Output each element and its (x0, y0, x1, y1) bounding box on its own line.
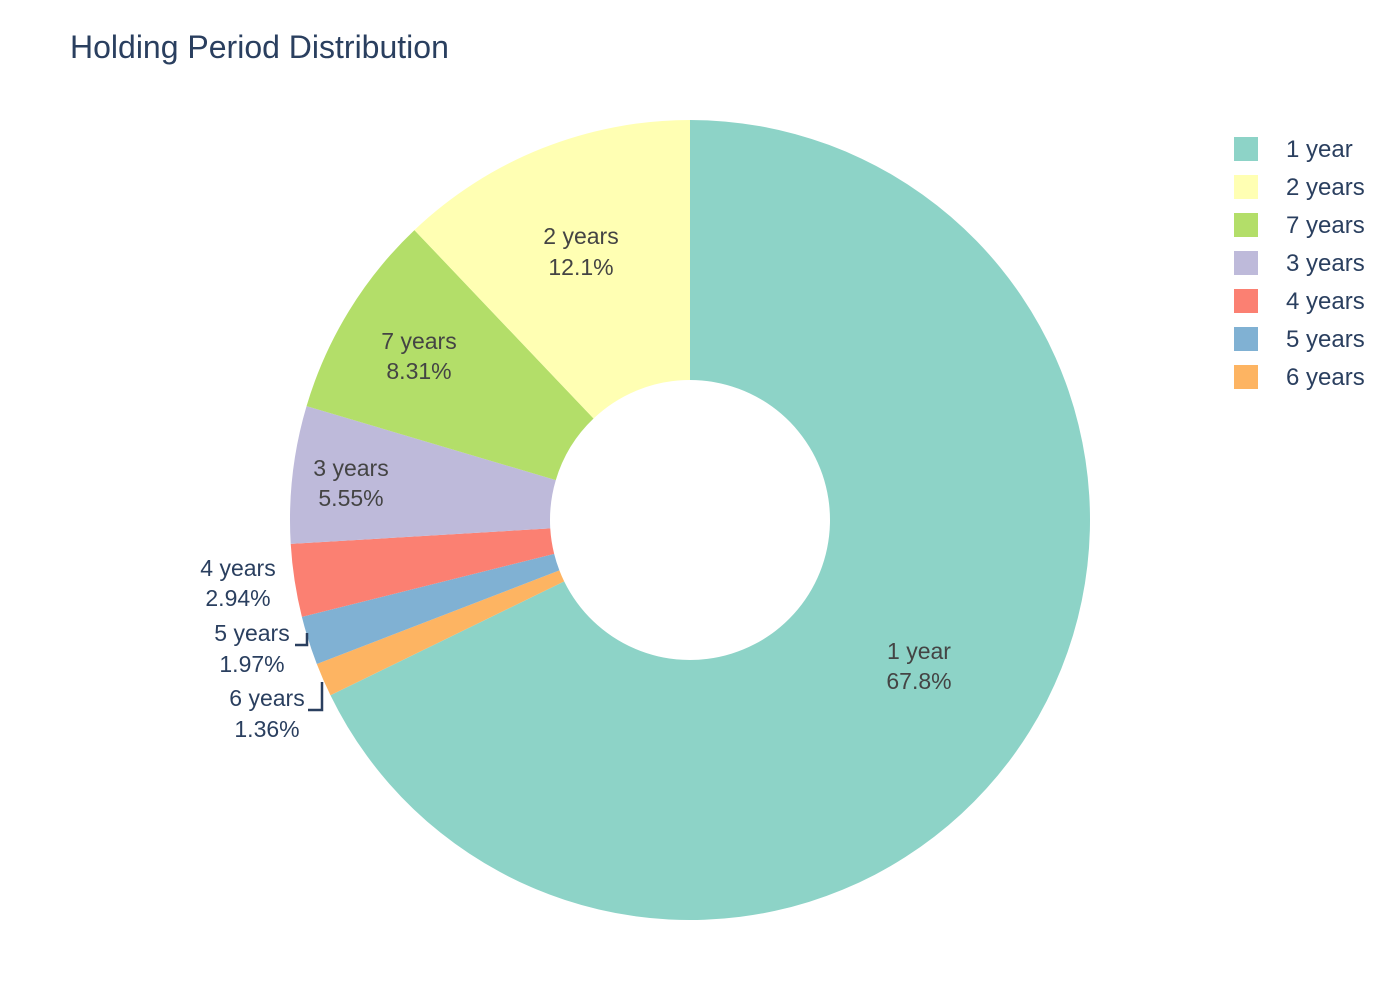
legend-label-1-year: 1 year (1286, 136, 1353, 163)
legend-label-7-years: 7 years (1286, 212, 1365, 239)
leader-line-6-years (308, 682, 324, 712)
donut-slices (290, 120, 1091, 920)
legend-label-5-years: 5 years (1286, 326, 1365, 353)
legend-item-4-years[interactable]: 4 years (1234, 288, 1365, 315)
slice-6-years (316, 570, 565, 696)
slice-percent-1-year: 67.8% (886, 668, 951, 694)
slice-label-7-years: 7 years (381, 328, 456, 354)
legend-item-7-years[interactable]: 7 years (1234, 212, 1365, 239)
legend-item-2-years[interactable]: 2 years (1234, 174, 1365, 201)
slice-percent-4-years: 2.94% (205, 585, 270, 611)
legend-swatch-6-years (1234, 365, 1258, 389)
slice-percent-6-years: 1.36% (234, 716, 299, 742)
slice-label-2-years: 2 years (543, 223, 618, 249)
legend-swatch-3-years (1234, 251, 1258, 275)
legend: 1 year 2 years 7 years 3 years 4 years 5 year… (1234, 136, 1365, 391)
slice-label-5-years: 5 years (214, 620, 289, 646)
slice-5-years (301, 553, 560, 664)
legend-swatch-4-years (1234, 289, 1258, 313)
slice-label-1-year: 1 year (887, 638, 951, 664)
slice-2-years (414, 120, 690, 419)
slice-4-years (290, 528, 555, 617)
legend-label-4-years: 4 years (1286, 288, 1365, 315)
slice-label-6-years: 6 years (229, 685, 304, 711)
slice-1-year (330, 120, 1091, 920)
slice-7-years (306, 230, 594, 481)
chart-title: Holding Period Distribution (70, 29, 449, 65)
legend-label-3-years: 3 years (1286, 250, 1365, 277)
leader-line-5-years (295, 633, 309, 647)
slice-labels: 1 year 67.8% 6 years 1.36% 5 years 1.97% 4 yea… (200, 223, 951, 742)
legend-label-6-years: 6 years (1286, 364, 1365, 391)
legend-swatch-7-years (1234, 213, 1258, 237)
slice-label-4-years: 4 years (200, 555, 275, 581)
legend-swatch-1-year (1234, 137, 1258, 161)
legend-item-1-year[interactable]: 1 year (1234, 136, 1353, 163)
legend-item-6-years[interactable]: 6 years (1234, 364, 1365, 391)
slice-percent-2-years: 12.1% (548, 254, 613, 280)
legend-swatch-2-years (1234, 175, 1258, 199)
slice-percent-5-years: 1.97% (219, 651, 284, 677)
slice-percent-3-years: 5.55% (318, 485, 383, 511)
slice-percent-7-years: 8.31% (386, 358, 451, 384)
legend-swatch-5-years (1234, 327, 1258, 351)
slice-label-3-years: 3 years (313, 455, 388, 481)
legend-item-3-years[interactable]: 3 years (1234, 250, 1365, 277)
legend-item-5-years[interactable]: 5 years (1234, 326, 1365, 353)
legend-label-2-years: 2 years (1286, 174, 1365, 201)
slice-3-years (290, 406, 556, 544)
